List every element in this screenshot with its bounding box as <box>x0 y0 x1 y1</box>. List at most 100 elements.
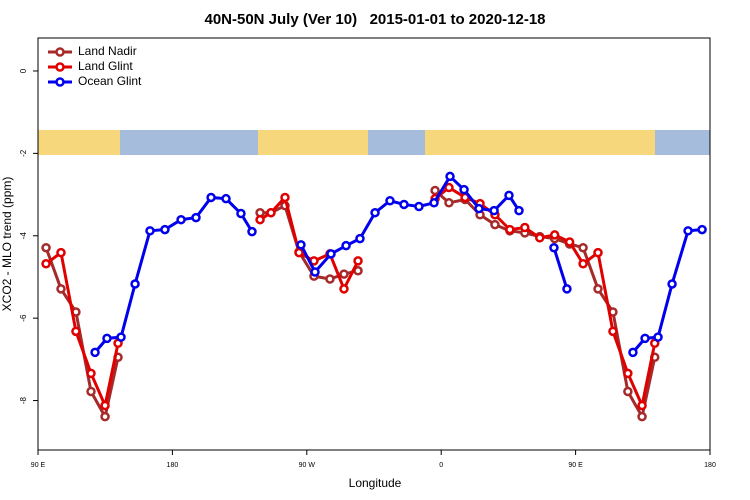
point <box>430 185 440 196</box>
point <box>191 212 201 223</box>
point <box>637 400 647 411</box>
land <box>258 130 368 155</box>
series-line <box>44 189 657 421</box>
legend-marker <box>55 47 65 57</box>
point <box>683 226 693 236</box>
point <box>549 230 560 240</box>
point <box>385 195 395 206</box>
point <box>255 214 265 225</box>
land <box>38 130 120 155</box>
legend-label: Land Nadir <box>78 44 137 58</box>
map-strip <box>38 130 710 155</box>
chart-title: 40N-50N July (Ver 10) 2015-01-01 to 2020… <box>204 11 545 28</box>
point <box>429 198 439 208</box>
point <box>608 326 618 337</box>
point <box>414 201 424 212</box>
point <box>160 224 170 235</box>
point <box>353 256 363 266</box>
y-tick-label: -4 <box>19 232 28 240</box>
point <box>71 326 81 337</box>
point <box>339 269 349 279</box>
x-tick-label: 90 E <box>31 462 46 469</box>
point <box>370 207 380 218</box>
point <box>490 219 500 230</box>
point <box>296 240 306 250</box>
point <box>697 224 707 235</box>
x-tick-label: 0 <box>439 462 443 469</box>
point <box>56 284 66 294</box>
point <box>294 247 304 258</box>
point <box>444 182 454 193</box>
y-tick-label: 0 <box>19 68 28 73</box>
point <box>56 247 66 258</box>
series-line <box>45 185 657 411</box>
y-tick-label: -6 <box>19 314 28 322</box>
point <box>247 226 257 237</box>
point <box>445 171 455 182</box>
legend-marker <box>55 62 65 72</box>
point <box>41 259 51 269</box>
point <box>593 284 603 294</box>
point <box>326 249 336 259</box>
x-tick-label: 180 <box>704 462 716 469</box>
point <box>176 214 186 225</box>
land <box>425 130 465 155</box>
point <box>130 279 140 289</box>
point <box>444 198 454 208</box>
point <box>667 279 677 289</box>
series-line <box>93 174 703 354</box>
point <box>459 184 469 195</box>
point <box>90 347 100 358</box>
legend-label: Ocean Glint <box>78 74 142 88</box>
plot-frame <box>37 37 711 451</box>
point <box>489 205 499 216</box>
point <box>578 242 588 253</box>
point <box>623 386 633 397</box>
point <box>41 242 51 253</box>
point <box>520 222 530 233</box>
point <box>623 368 633 379</box>
y-axis-label: XCO2 - MLO trend (ppm) <box>0 177 14 312</box>
point <box>221 193 231 204</box>
point <box>310 267 320 277</box>
point <box>339 284 349 294</box>
point <box>593 247 603 258</box>
point <box>266 207 276 218</box>
point <box>206 192 216 203</box>
land <box>465 130 655 155</box>
point <box>640 333 650 344</box>
point <box>505 224 515 235</box>
point <box>535 233 545 243</box>
point <box>653 332 663 342</box>
point <box>86 386 96 397</box>
point <box>102 333 112 344</box>
point <box>325 274 335 284</box>
point <box>549 242 559 253</box>
point <box>399 199 409 210</box>
point <box>504 190 514 201</box>
point <box>562 284 572 294</box>
x-axis-label: Longitude <box>349 476 402 490</box>
point <box>578 259 588 269</box>
x-tick-label: 90 W <box>299 462 316 469</box>
y-tick-label: -8 <box>19 396 28 404</box>
point <box>514 205 524 216</box>
point <box>637 411 647 422</box>
point <box>628 347 638 358</box>
x-tick-label: 90 E <box>568 462 583 469</box>
legend-marker <box>55 77 65 87</box>
point <box>145 226 155 236</box>
point <box>86 368 96 379</box>
point <box>100 400 110 411</box>
x-tick-label: 180 <box>167 462 179 469</box>
point <box>280 192 290 203</box>
point <box>100 411 110 422</box>
legend-label: Land Glint <box>78 59 133 73</box>
point <box>355 233 365 244</box>
point <box>236 208 246 219</box>
y-tick-label: -2 <box>19 149 28 157</box>
point <box>116 332 126 342</box>
point <box>474 203 484 214</box>
